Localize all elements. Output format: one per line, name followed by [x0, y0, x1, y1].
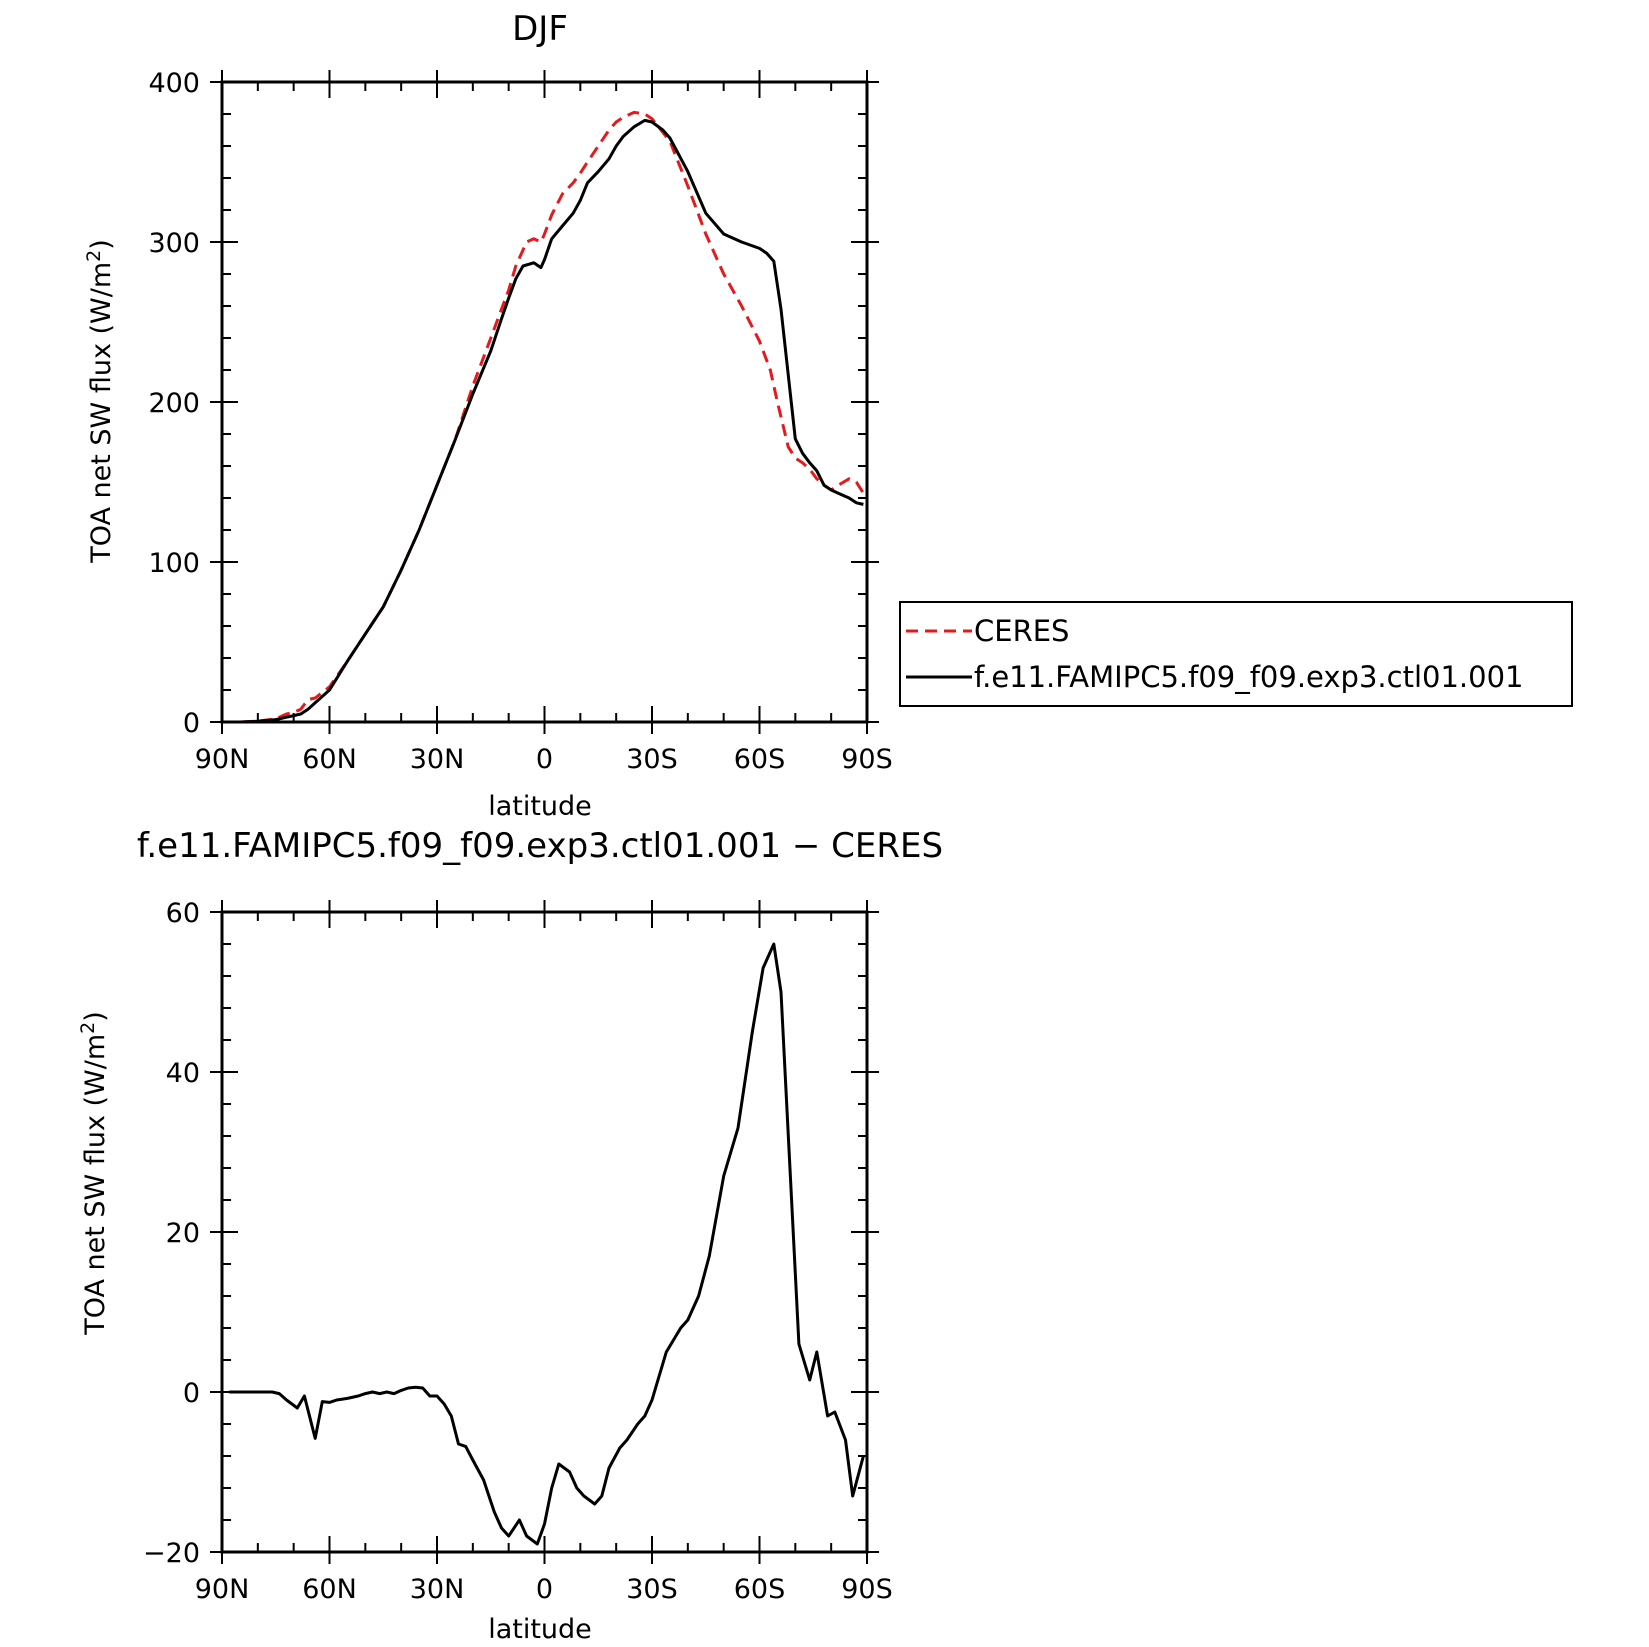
y-tick-label: 40	[166, 1058, 200, 1089]
bottom-x-axis-title: latitude	[488, 1614, 592, 1645]
series-line-1	[222, 118, 864, 724]
x-tick-label: 90N	[195, 744, 250, 775]
y-tick-label: 0	[183, 1378, 200, 1409]
top-y-axis-title: TOA net SW flux (W/m2)	[83, 239, 117, 564]
x-tick-label: 0	[536, 1574, 553, 1605]
top-panel: DJF 90N 60N 30N 0 30S 60S 90S 0 100 200 300 400 lat…	[83, 9, 1573, 822]
top-x-axis-title: latitude	[488, 791, 592, 822]
y-tick-label: 100	[148, 548, 200, 579]
y-tick-label: 20	[166, 1218, 200, 1249]
x-tick-label: 30S	[626, 744, 678, 775]
bottom-panel: f.e11.FAMIPC5.f09_f09.exp3.ctl01.001 − C…	[77, 826, 943, 1645]
x-tick-label: 90S	[841, 1574, 893, 1605]
plot-frame	[220, 80, 869, 724]
top-axes: 90N 60N 30N 0 30S 60S 90S 0 100 200 300 400	[148, 68, 892, 775]
x-tick-label: 90S	[841, 744, 893, 775]
bottom-axes: 90N 60N 30N 0 30S 60S 90S −20 0 20 40 60	[143, 898, 893, 1605]
legend-box	[899, 601, 1573, 707]
y-tick-label: 200	[148, 388, 200, 419]
x-tick-label: 0	[536, 744, 553, 775]
x-tick-label: 60S	[734, 744, 786, 775]
bottom-plot-title: f.e11.FAMIPC5.f09_f09.exp3.ctl01.001 − C…	[137, 826, 943, 866]
x-tick-label: 90N	[195, 1574, 250, 1605]
y-tick-label: 60	[166, 898, 200, 929]
x-tick-label: 30N	[410, 744, 465, 775]
y-tick-label: 300	[148, 228, 200, 259]
top-plot-title: DJF	[512, 9, 568, 49]
bottom-plot-area	[229, 942, 865, 1546]
legend: CERES f.e11.FAMIPC5.f09_f09.exp3.ctl01.0…	[899, 601, 1573, 707]
legend-label-ceres: CERES	[974, 614, 1069, 648]
y-tick-label: 400	[148, 68, 200, 99]
series-line-0	[222, 110, 865, 724]
x-tick-label: 60N	[302, 1574, 357, 1605]
y-tick-label: −20	[143, 1538, 200, 1569]
top-plot-area	[222, 110, 865, 724]
y-tick-label: 0	[183, 708, 200, 739]
plot-frame	[220, 910, 869, 1554]
legend-label-model: f.e11.FAMIPC5.f09_f09.exp3.ctl01.001	[974, 660, 1523, 694]
bottom-y-axis-title: TOA net SW flux (W/m2)	[77, 1011, 111, 1336]
x-tick-label: 60N	[302, 744, 357, 775]
x-tick-label: 60S	[734, 1574, 786, 1605]
x-tick-label: 30N	[410, 1574, 465, 1605]
x-tick-label: 30S	[626, 1574, 678, 1605]
series-line-0	[229, 942, 865, 1546]
